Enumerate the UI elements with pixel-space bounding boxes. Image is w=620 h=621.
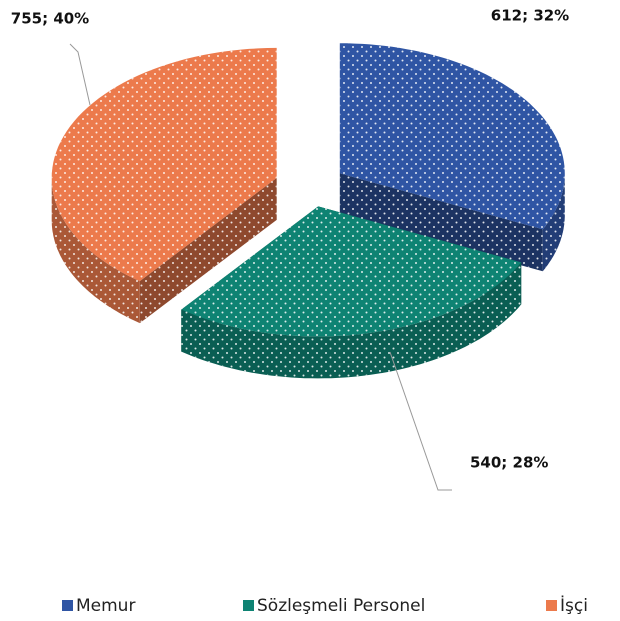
legend-label: İşçi — [560, 595, 588, 616]
slice-wall-dots — [542, 173, 565, 272]
legend-swatch — [546, 600, 557, 611]
slice-dots — [339, 43, 565, 230]
slice-side — [339, 173, 565, 272]
slice-wall-dots — [181, 262, 522, 379]
legend-swatch — [62, 600, 73, 611]
legend-label: Memur — [76, 596, 135, 616]
leader-line — [69, 43, 91, 106]
data-label: 612; 32% — [491, 7, 569, 25]
slice-wall-dots — [51, 177, 140, 324]
data-label: 540; 28% — [470, 454, 548, 472]
slice-side — [51, 177, 277, 324]
legend-swatch — [243, 600, 254, 611]
slice-dots — [51, 47, 277, 282]
slice-dots — [181, 206, 522, 337]
slice-cut-dots — [339, 173, 543, 272]
legend-label: Sözleşmeli Personel — [257, 596, 425, 616]
leader-line — [389, 351, 452, 491]
slice-cut-dots — [139, 177, 277, 324]
data-label: 755; 40% — [11, 10, 89, 28]
